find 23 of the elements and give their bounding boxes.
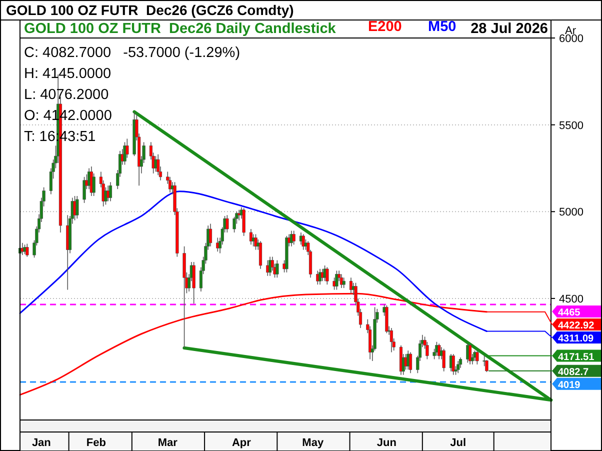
data-label: 4422.92 <box>558 320 595 332</box>
ref-line-label: 4465 <box>558 307 581 318</box>
x-tick-label: Jul <box>450 437 466 449</box>
annotation: C: 4082.7000 -53.7000 (-1.29%) <box>24 45 240 61</box>
y-tick-label: 5500 <box>559 120 584 132</box>
x-tick-label: Jun <box>376 437 397 449</box>
x-tick-label: May <box>302 437 324 449</box>
y-tick-label: 4500 <box>559 293 584 306</box>
chart-title: GOLD 100 OZ FUTR Dec26 (GCZ6 Comdty) <box>6 2 294 18</box>
text: 4171.51 <box>558 352 595 363</box>
text: E200 <box>368 19 402 35</box>
text: 4082.7 <box>558 366 590 378</box>
ref-line-label: 4019 <box>558 380 581 391</box>
text: 28 Jul 2026 <box>470 21 548 37</box>
x-tick-label: Mar <box>158 437 178 449</box>
x-tick-label: Jan <box>32 437 52 449</box>
chart-subtitle: GOLD 100 OZ FUTR Dec26 Daily Candlestick <box>24 21 337 37</box>
text: M50 <box>428 19 456 35</box>
x-tick-label: Apr <box>232 437 252 449</box>
data-label: 4311.09 <box>558 333 594 344</box>
y-tick-label: 5000 <box>559 206 584 219</box>
annotation: H: 4145.0000 <box>24 66 112 82</box>
x-tick-label: Feb <box>86 437 106 449</box>
